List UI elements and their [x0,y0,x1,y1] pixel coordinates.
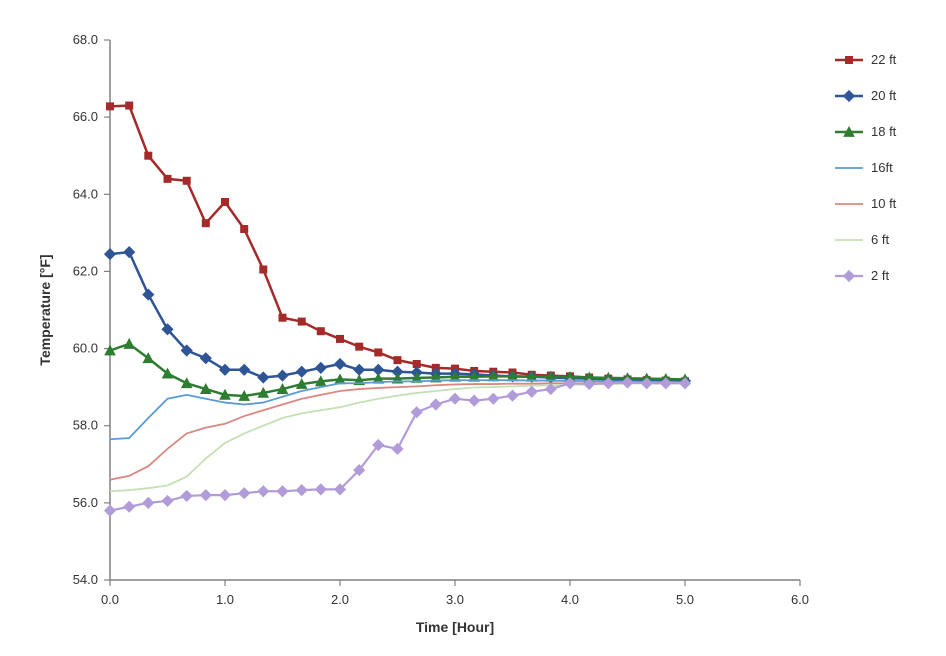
y-tick-label: 68.0 [73,32,98,47]
x-tick-label: 3.0 [446,592,464,607]
y-tick-label: 62.0 [73,263,98,278]
legend-label: 20 ft [871,88,897,103]
y-tick-label: 60.0 [73,341,98,356]
temperature-time-chart: 54.0 56.0 58.0 60.0 62.0 64.0 66.0 68.0 0.0 1.0 2.… [0,0,946,656]
x-tick-label: 0.0 [101,592,119,607]
x-tick-label: 6.0 [791,592,809,607]
legend-label: 18 ft [871,124,897,139]
y-tick-label: 56.0 [73,495,98,510]
legend-label: 6 ft [871,232,889,247]
legend-label: 10 ft [871,196,897,211]
y-tick-label: 54.0 [73,572,98,587]
legend-label: 16ft [871,160,893,175]
y-axis-label: Temperature [°F] [37,254,53,365]
x-tick-label: 4.0 [561,592,579,607]
y-tick-label: 64.0 [73,186,98,201]
legend-label: 22 ft [871,52,897,67]
x-tick-label: 2.0 [331,592,349,607]
chart-container: 54.0 56.0 58.0 60.0 62.0 64.0 66.0 68.0 0.0 1.0 2.… [0,0,946,656]
x-axis-label: Time [Hour] [416,619,494,635]
x-tick-label: 1.0 [216,592,234,607]
x-tick-label: 5.0 [676,592,694,607]
y-tick-label: 58.0 [73,418,98,433]
legend-label: 2 ft [871,268,889,283]
y-tick-label: 66.0 [73,109,98,124]
